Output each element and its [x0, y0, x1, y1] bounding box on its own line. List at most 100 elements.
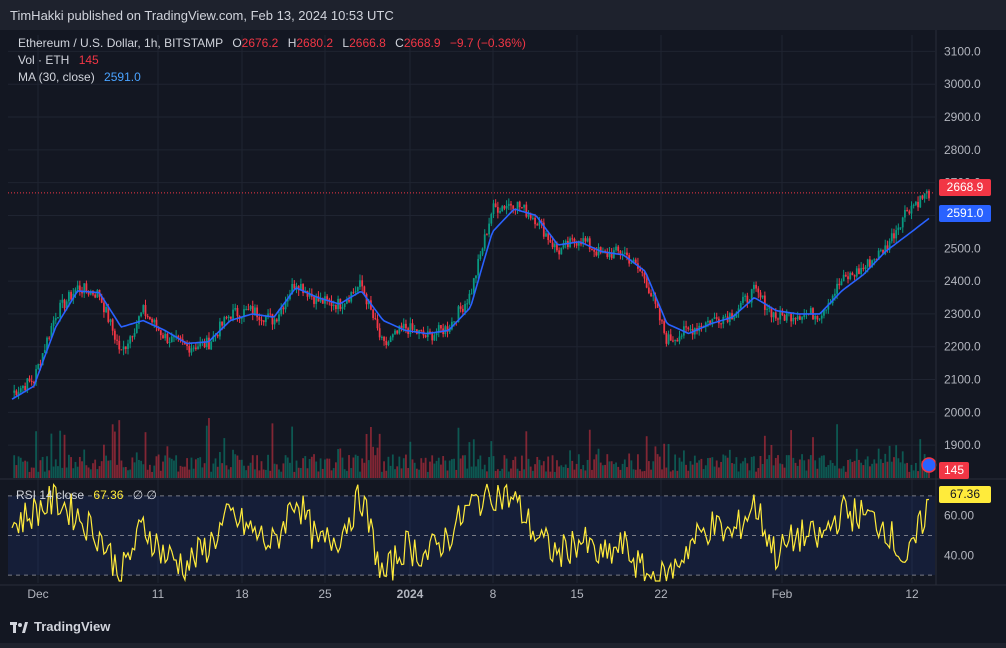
- volume-bar: [409, 441, 412, 478]
- candle-body: [420, 330, 423, 332]
- candle-body: [400, 325, 403, 329]
- candle-body: [654, 295, 657, 304]
- candle-body: [886, 245, 889, 250]
- volume-bar: [387, 456, 390, 478]
- tradingview-brand[interactable]: TradingView: [10, 619, 110, 634]
- volume-bar: [805, 470, 808, 478]
- rsi-tag: 67.36: [939, 486, 991, 503]
- candle-body: [170, 336, 173, 343]
- candle-body: [162, 335, 164, 339]
- volume-bar: [140, 460, 143, 478]
- volume-bar: [908, 471, 911, 478]
- volume-bar: [24, 460, 27, 478]
- volume-bar: [450, 459, 453, 478]
- volume-bar: [669, 471, 672, 478]
- candle-body: [713, 317, 716, 319]
- volume-bar: [632, 469, 635, 478]
- candle-body: [203, 341, 206, 348]
- volume-bar: [831, 462, 834, 478]
- candle-body: [78, 285, 81, 292]
- candle-body: [431, 332, 434, 341]
- ma-value: 2591.0: [104, 70, 141, 84]
- candle-body: [186, 344, 188, 346]
- candle-body: [647, 287, 650, 294]
- candle-body: [124, 346, 127, 350]
- candle-body: [744, 295, 747, 297]
- volume-bar: [170, 458, 173, 478]
- candle-body: [394, 330, 396, 335]
- candle-body: [105, 306, 108, 313]
- volume-bar: [687, 470, 690, 478]
- volume-bar: [238, 459, 241, 478]
- volume-bar: [820, 455, 823, 478]
- volume-bar: [877, 448, 880, 478]
- volume-bar: [286, 457, 289, 478]
- candle-body: [391, 334, 394, 338]
- candle-body: [61, 299, 64, 303]
- candle-body: [380, 336, 383, 338]
- candle-body: [634, 259, 637, 264]
- candle-body: [188, 345, 191, 353]
- volume-bar: [545, 471, 547, 478]
- volume-bar: [661, 469, 663, 478]
- volume-bar: [534, 464, 536, 478]
- volume-bar: [212, 463, 215, 478]
- candle-body: [667, 334, 670, 344]
- x-tick-label: 11: [152, 587, 165, 601]
- volume-bar: [245, 470, 248, 478]
- candle-body: [908, 211, 911, 214]
- candle-body: [411, 323, 414, 330]
- candle-body: [735, 312, 738, 318]
- candle-body: [54, 318, 57, 321]
- volume-bar: [341, 457, 344, 478]
- candle-body: [632, 259, 635, 263]
- volume-bar: [310, 456, 313, 478]
- volume-bar: [728, 449, 731, 478]
- y-tick-label: 3100.0: [944, 44, 981, 58]
- volume-bar: [96, 469, 99, 478]
- volume-bar: [796, 465, 799, 478]
- volume-bar: [906, 462, 909, 478]
- volume-bar: [295, 460, 298, 478]
- volume-bar: [921, 461, 924, 478]
- volume-bar: [711, 457, 714, 478]
- volume-bar: [593, 459, 596, 478]
- candle-body: [164, 333, 167, 339]
- y-tick-label: 2400.0: [944, 274, 981, 288]
- candle-body: [210, 341, 213, 350]
- candle-body: [345, 300, 348, 304]
- candle-body: [591, 248, 593, 250]
- volume-bar: [201, 467, 204, 478]
- volume-bar: [249, 462, 252, 478]
- candle-body: [545, 233, 547, 237]
- candle-body: [330, 300, 333, 306]
- candle-body: [746, 295, 749, 303]
- volume-bar: [717, 467, 720, 478]
- candle-body: [429, 331, 431, 333]
- candle-body: [273, 319, 276, 325]
- close-label: C: [395, 36, 404, 50]
- volume-bar: [658, 456, 661, 478]
- candle-body: [608, 252, 611, 257]
- candle-body: [766, 308, 768, 310]
- volume-bar: [378, 433, 381, 478]
- volume-bar: [674, 454, 677, 478]
- candle-body: [862, 267, 865, 269]
- candle-body: [245, 308, 248, 310]
- volume-bar: [713, 466, 716, 478]
- volume-bar: [391, 454, 394, 478]
- candle-body: [914, 201, 917, 205]
- volume-bar: [85, 465, 88, 478]
- candle-body: [251, 306, 254, 315]
- volume-bar: [875, 463, 878, 478]
- volume-bar: [345, 470, 348, 478]
- volume-bar: [243, 465, 245, 478]
- candle-body: [483, 234, 486, 249]
- candle-body: [387, 342, 390, 346]
- volume-bar: [840, 468, 843, 478]
- candle-body: [76, 285, 79, 290]
- candle-body: [488, 223, 491, 235]
- candle-body: [606, 251, 609, 257]
